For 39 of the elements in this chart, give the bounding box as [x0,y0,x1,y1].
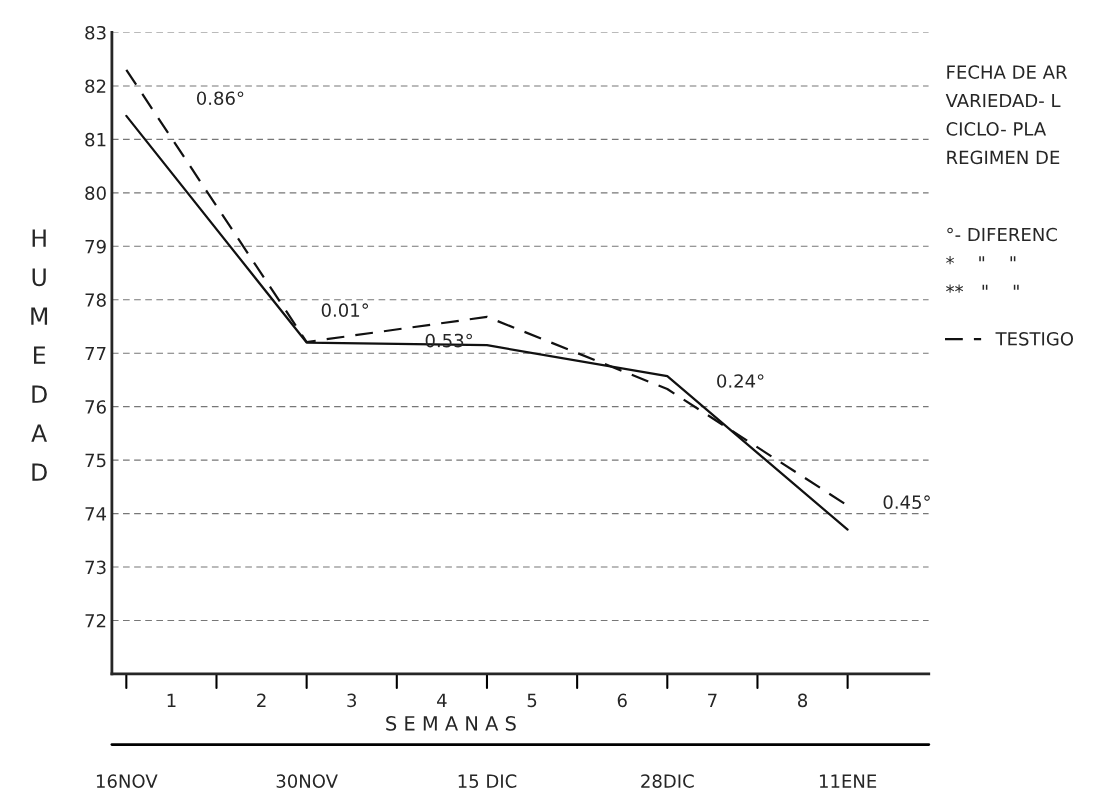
text: 6 [617,693,627,708]
x-tick-label: 30NOV [276,774,338,788]
x-tick-label: 15 DIC [458,774,517,788]
text: S E M A N A S [386,716,516,731]
y-tick-label: 75 [85,453,106,468]
y-tick-label: 83 [85,25,106,40]
y-tick-label: 81 [85,132,106,147]
text: ** " " [946,284,1019,293]
text: * " " [946,256,1016,265]
y-tick-label: 76 [85,400,106,414]
text: 2 [257,693,266,707]
text: 4 [437,693,447,707]
text: °- DIFERENC [947,227,1057,242]
y-tick-label: 80 [85,186,106,200]
x-tick-label: 28DIC [641,774,694,788]
text: 8 [798,693,808,708]
text: 7 [708,693,717,707]
y-axis-title: HUMEDAD [31,229,48,481]
y-tick-label: 79 [85,239,106,254]
annotation: 0.01° [321,303,369,317]
text: VARIEDAD- L [945,93,1061,108]
text: REGIMEN DE [947,150,1060,165]
y-tick-label: 78 [85,293,106,307]
x-tick-label: 11ENE [819,774,877,788]
y-tick-label: 74 [85,507,107,521]
annotation: 0.24° [717,374,764,388]
legend-label: TESTIGO [995,331,1074,346]
text: 3 [347,693,357,708]
y-tick-label: 77 [85,346,106,361]
annotation: 0.45° [883,495,930,509]
x-tick-label: 16NOV [96,774,158,788]
text: 5 [527,693,537,708]
annotation: 0.86° [196,91,244,106]
y-tick-label: 82 [85,79,106,94]
y-tick-label: 72 [85,613,106,628]
text: 1 [167,693,176,707]
text: FECHA DE AR [947,65,1068,79]
y-tick-label: 73 [85,560,106,575]
text: CICLO- PLA [946,122,1047,136]
